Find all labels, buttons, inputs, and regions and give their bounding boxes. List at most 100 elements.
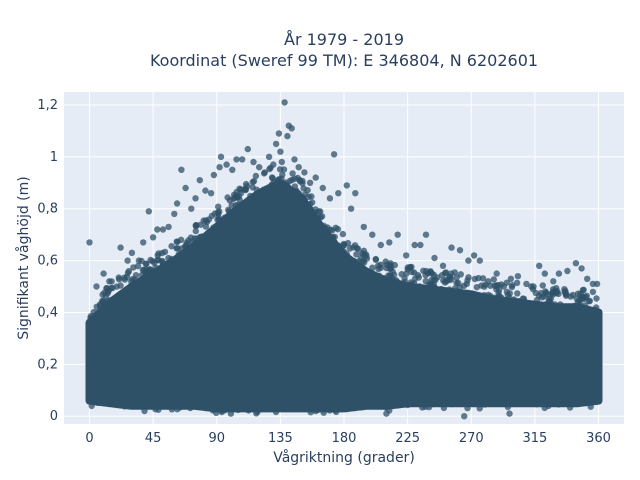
scatter-point <box>382 277 390 284</box>
scatter-point <box>443 396 450 403</box>
scatter-point <box>171 394 178 402</box>
scatter-point <box>360 223 367 231</box>
scatter-point <box>448 244 455 251</box>
scatter-point <box>306 179 314 186</box>
scatter-point <box>104 297 111 305</box>
scatter-point <box>344 239 352 247</box>
scatter-point <box>216 164 223 171</box>
scatter-point <box>595 314 602 322</box>
scatter-point <box>237 189 245 197</box>
scatter-point <box>115 302 122 309</box>
scatter-point <box>577 308 584 315</box>
scatter-point <box>408 281 415 288</box>
scatter-point <box>365 271 372 279</box>
chart-title-line-2: Koordinat (Sweref 99 TM): E 346804, N 62… <box>150 51 538 70</box>
scatter-point <box>377 241 384 249</box>
scatter-point <box>235 201 242 209</box>
y-tick-label: 0,8 <box>37 202 58 217</box>
scatter-point <box>210 171 218 179</box>
scatter-point <box>584 275 591 282</box>
scatter-point <box>320 222 327 229</box>
scatter-point <box>572 260 580 267</box>
scatter-point <box>229 166 236 173</box>
scatter-point <box>582 293 589 301</box>
scatter-point <box>246 199 254 206</box>
scatter-point <box>305 210 312 217</box>
scatter-point <box>347 205 355 212</box>
scatter-point <box>448 270 455 277</box>
scatter-point <box>111 296 118 303</box>
scatter-point <box>476 405 483 412</box>
scatter-point <box>422 231 430 238</box>
scatter-point <box>320 409 327 416</box>
scatter-point <box>205 234 212 241</box>
scatter-point <box>96 301 104 308</box>
scatter-point <box>439 262 447 269</box>
scatter-point <box>546 297 553 305</box>
scatter-point <box>269 175 276 182</box>
scatter-point <box>361 275 368 282</box>
scatter-point <box>253 198 261 206</box>
scatter-point <box>250 203 257 210</box>
scatter-point <box>192 227 199 235</box>
scatter-point <box>305 215 312 223</box>
scatter-point <box>226 397 233 405</box>
scatter-point <box>191 235 198 242</box>
scatter-point <box>564 267 571 275</box>
scatter-point <box>550 278 557 285</box>
scatter-point <box>152 406 159 413</box>
scatter-point <box>496 293 503 300</box>
scatter-point <box>330 151 338 158</box>
scatter-point <box>275 130 283 137</box>
scatter-point <box>350 269 357 276</box>
scatter-point <box>202 187 209 194</box>
scatter-point <box>266 165 273 173</box>
scatter-point <box>270 161 277 168</box>
scatter-point <box>301 169 308 176</box>
scatter-point <box>132 272 140 279</box>
scatter-point <box>284 399 291 406</box>
scatter-point <box>278 158 285 166</box>
scatter-point <box>142 260 150 268</box>
scatter-point <box>522 304 529 312</box>
scatter-point <box>333 408 340 416</box>
scatter-point <box>333 254 340 261</box>
scatter-point <box>201 244 209 251</box>
scatter-point <box>318 399 325 406</box>
scatter-point <box>141 407 148 415</box>
scatter-point <box>375 402 382 409</box>
scatter-point <box>281 99 288 106</box>
scatter-point <box>382 287 389 294</box>
scatter-point <box>178 166 185 173</box>
scatter-point <box>430 276 438 284</box>
scatter-point <box>214 216 221 223</box>
scatter-point <box>244 145 251 153</box>
scatter-point <box>353 251 360 258</box>
y-tick-label: 1 <box>50 150 58 165</box>
scatter-point <box>161 248 169 256</box>
scatter-point <box>506 410 513 417</box>
scatter-point <box>156 399 163 406</box>
scatter-point <box>159 265 166 273</box>
scatter-point <box>143 266 150 273</box>
scatter-point <box>478 303 485 310</box>
scatter-point <box>494 297 501 305</box>
scatter-point <box>571 302 578 309</box>
scatter-point <box>225 208 233 215</box>
scatter-point <box>411 241 418 249</box>
scatter-point <box>513 279 521 287</box>
scatter-point <box>440 404 448 412</box>
scatter-point <box>503 297 511 305</box>
scatter-point <box>94 399 102 406</box>
scatter-point <box>199 233 206 240</box>
scatter-point <box>250 158 257 166</box>
scatter-point <box>86 239 93 246</box>
y-tick-label: 0,2 <box>37 357 58 372</box>
scatter-point <box>174 400 181 407</box>
scatter-point <box>232 210 239 217</box>
scatter-point <box>87 312 95 320</box>
data-points <box>85 99 603 420</box>
scatter-point <box>465 257 472 264</box>
scatter-point <box>117 396 124 404</box>
scatter-point <box>510 296 518 303</box>
